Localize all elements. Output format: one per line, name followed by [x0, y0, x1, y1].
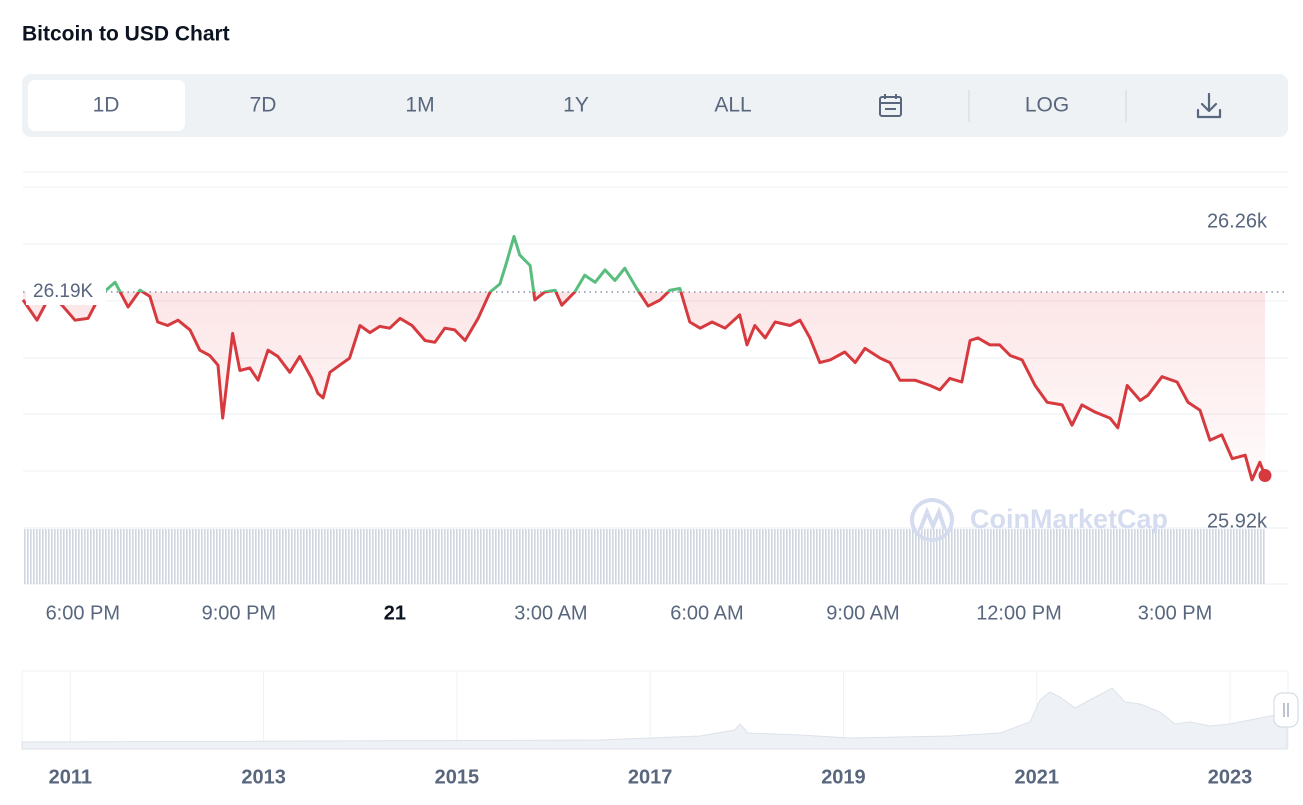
x-tick-label: 9:00 AM: [826, 602, 899, 624]
watermark: CoinMarketCap: [970, 504, 1168, 534]
time-range-tab[interactable]: 1D: [93, 94, 120, 117]
y-tick-label: 26.26k: [1207, 211, 1268, 233]
download-icon[interactable]: [1196, 92, 1222, 119]
navigator-history: [21, 687, 1288, 750]
time-range-tab[interactable]: 1Y: [563, 94, 589, 117]
x-tick-label: 3:00 AM: [514, 602, 587, 624]
navigator-year-label: 2019: [821, 766, 866, 788]
volume-bars: [23, 529, 1265, 584]
last-price-dot: [1258, 468, 1272, 482]
navigator-year-label: 2017: [628, 766, 673, 788]
x-tick-label: 9:00 PM: [202, 602, 276, 624]
area-fill: [23, 291, 1265, 480]
page-title: Bitcoin to USD Chart: [22, 23, 230, 46]
navigator-year-label: 2011: [49, 766, 92, 788]
reference-label-bg: [26, 278, 106, 305]
navigator-year-label: 2023: [1208, 766, 1253, 788]
time-range-tab[interactable]: 7D: [250, 94, 277, 117]
time-range-tab[interactable]: ALL: [714, 94, 751, 117]
navigator-year-label: 2015: [435, 766, 480, 788]
y-tick-label: 25.92k: [1207, 510, 1268, 532]
calendar-icon[interactable]: [879, 94, 902, 117]
x-tick-label: 6:00 PM: [46, 602, 120, 624]
active-tab[interactable]: [28, 80, 185, 131]
reference-label: 26.19K: [33, 281, 94, 302]
watermark-logo: [910, 498, 954, 542]
x-tick-label: 12:00 PM: [976, 602, 1062, 624]
navigator-year-label: 2021: [1014, 766, 1059, 788]
log-button[interactable]: LOG: [1025, 94, 1069, 117]
x-tick-label: 3:00 PM: [1138, 602, 1212, 624]
navigator-year-label: 2013: [241, 766, 286, 788]
price-line: [21, 234, 1267, 482]
x-tick-label: 21: [384, 602, 406, 624]
tab-bar: [22, 74, 1288, 137]
navigator-handle[interactable]: [1273, 692, 1299, 728]
time-range-tab[interactable]: 1M: [405, 94, 434, 117]
x-tick-label: 6:00 AM: [670, 602, 743, 624]
